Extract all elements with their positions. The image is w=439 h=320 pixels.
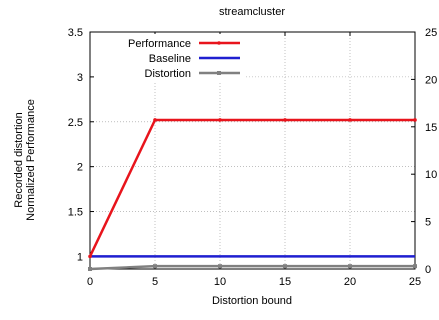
y2-tick-label: 25: [425, 27, 437, 39]
series: [88, 118, 417, 271]
legend-label-distortion: Distortion: [145, 68, 191, 80]
x-axis-label: Distortion bound: [212, 295, 292, 307]
data-point-distortion: [348, 264, 352, 269]
data-point-performance: [218, 118, 222, 122]
legend-marker-performance: [217, 41, 221, 45]
legend-label-baseline: Baseline: [149, 53, 191, 65]
y2-tick-label: 10: [425, 169, 437, 181]
y2-tick-label: 0: [425, 264, 431, 276]
y-tick-label: 2.5: [68, 117, 83, 129]
ticks: 0 5 10 15 20 25 1 1.5 2 2.5 3 3.5 0 5 10 15 20 25: [68, 27, 438, 288]
data-point-performance: [283, 118, 287, 122]
data-point-distortion: [88, 267, 92, 271]
y-axis-label: Recorded distortion Normalized Performan…: [13, 99, 37, 221]
chart-title: streamcluster: [219, 6, 285, 18]
series-line-performance: [88, 118, 415, 257]
x-tick-label: 15: [279, 276, 291, 288]
y2-tick-label: 5: [425, 217, 431, 229]
data-point-performance: [153, 118, 157, 122]
data-point-distortion: [218, 264, 222, 269]
data-point-distortion: [153, 264, 157, 269]
x-tick-label: 5: [152, 276, 158, 288]
x-tick-label: 0: [87, 276, 93, 288]
series-line-distortion: [89, 264, 415, 271]
legend-label-performance: Performance: [128, 38, 191, 50]
y-axis-label-line-1: Recorded distortion: [13, 112, 25, 207]
data-point-performance: [413, 118, 417, 122]
y-tick-label: 1.5: [68, 207, 83, 219]
y-tick-label: 1: [77, 251, 83, 263]
legend-marker-distortion: [217, 71, 221, 75]
data-point-distortion: [413, 264, 417, 269]
y-tick-label: 3.5: [68, 27, 83, 39]
data-point-distortion: [283, 264, 287, 269]
data-point-performance: [348, 118, 352, 122]
y2-tick-label: 20: [425, 74, 437, 86]
data-point-performance: [88, 254, 92, 259]
x-tick-label: 10: [214, 276, 226, 288]
plot-frame: [89, 31, 416, 270]
y-axis-label-line-2: Normalized Performance: [25, 99, 37, 221]
x-tick-label: 20: [344, 276, 356, 288]
x-tick-label: 25: [409, 276, 421, 288]
y-tick-label: 2: [77, 162, 83, 174]
y2-tick-label: 15: [425, 122, 437, 134]
y-tick-label: 3: [77, 72, 83, 84]
legend: Performance Baseline Distortion: [94, 34, 244, 82]
